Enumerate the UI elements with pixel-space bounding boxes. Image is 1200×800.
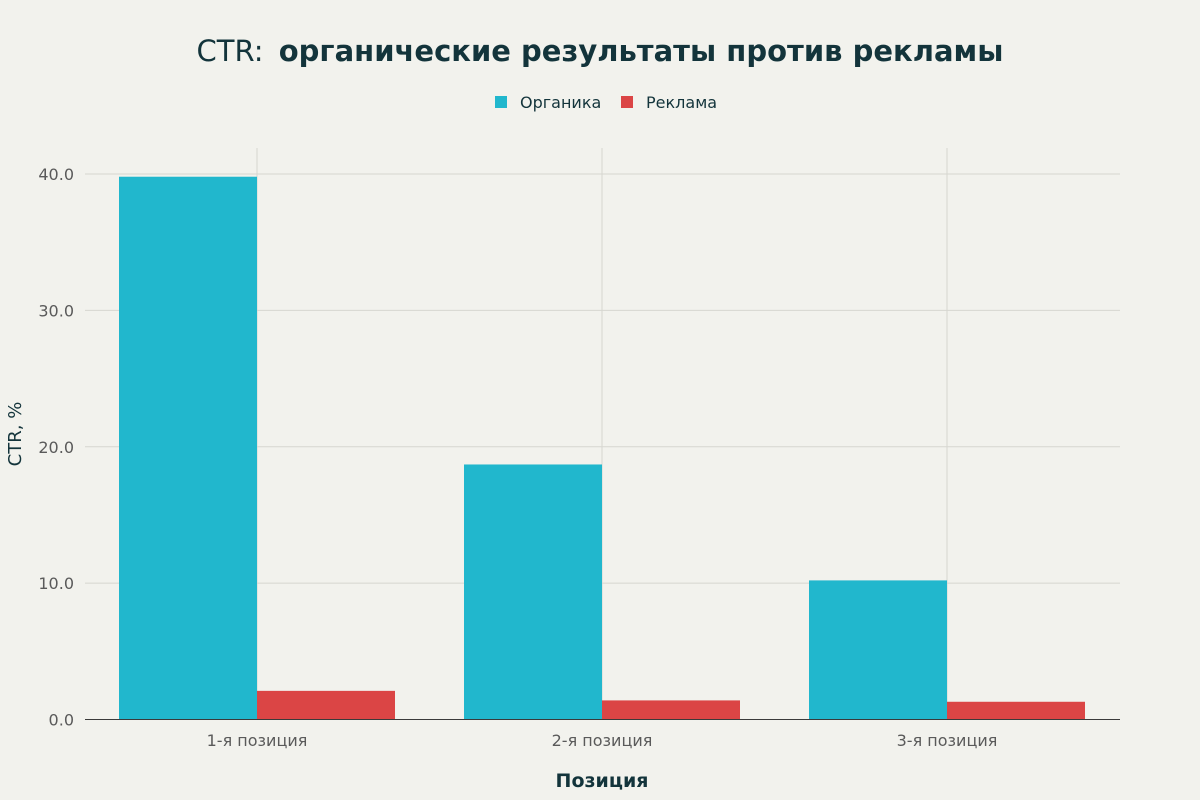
- x-tick-label: 1-я позиция: [207, 731, 308, 750]
- legend-label-ads: Реклама: [646, 93, 717, 112]
- chart-title-main: органические результаты против рекламы: [279, 34, 1004, 68]
- x-axis-ticks: 1-я позиция 2-я позиция 3-я позиция: [207, 731, 998, 750]
- y-axis-ticks: 0.0 10.0 20.0 30.0 40.0: [38, 165, 74, 730]
- legend-swatch-ads: [621, 96, 633, 108]
- bar-ads-3: [947, 701, 1085, 720]
- legend-swatch-organic: [495, 96, 507, 108]
- bar-organic-1: [119, 176, 257, 720]
- chart-title-prefix: CTR:: [197, 34, 264, 68]
- bars: [119, 176, 1085, 720]
- bar-ads-1: [257, 690, 395, 720]
- bar-organic-3: [809, 580, 947, 720]
- y-tick-label: 20.0: [38, 438, 74, 457]
- y-tick-label: 10.0: [38, 574, 74, 593]
- chart-title: CTR: органические результаты против рекл…: [197, 34, 1004, 68]
- legend-label-organic: Органика: [520, 93, 601, 112]
- y-tick-label: 0.0: [49, 711, 74, 730]
- y-axis-label: CTR, %: [5, 402, 26, 467]
- bar-organic-2: [464, 464, 602, 720]
- y-tick-label: 40.0: [38, 165, 74, 184]
- bar-ads-2: [602, 700, 740, 720]
- x-tick-label: 3-я позиция: [897, 731, 998, 750]
- x-tick-label: 2-я позиция: [552, 731, 653, 750]
- y-tick-label: 30.0: [38, 301, 74, 320]
- legend: Органика Реклама: [495, 93, 717, 112]
- x-axis-label: Позиция: [556, 770, 649, 792]
